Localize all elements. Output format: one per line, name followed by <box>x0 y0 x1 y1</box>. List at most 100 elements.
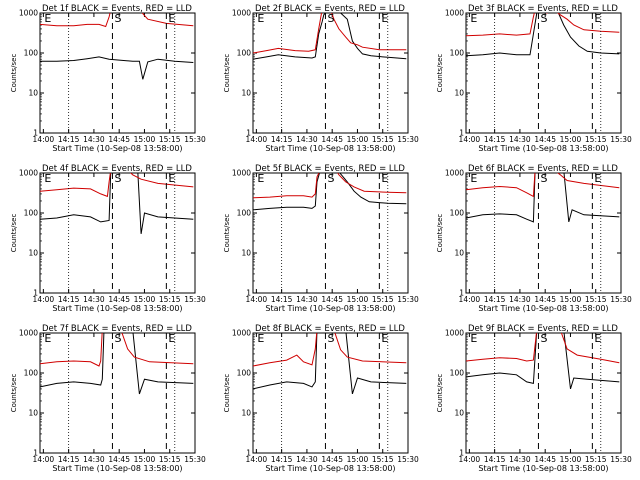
series-group <box>466 13 620 57</box>
y-axis-label: Counts/sec <box>223 374 231 413</box>
x-tick-label: 14:15 <box>58 455 80 464</box>
interval-marker-label: E <box>470 332 477 345</box>
series-group <box>466 333 620 390</box>
y-tick-label: 100 <box>237 369 252 378</box>
x-tick-label: 14:45 <box>534 455 556 464</box>
series-events-line <box>40 333 194 395</box>
interval-marker-label: S <box>540 332 547 345</box>
x-tick-label: 15:30 <box>397 455 419 464</box>
interval-marker-label: E <box>381 12 388 25</box>
x-tick-label: 14:45 <box>534 295 556 304</box>
x-axis-label: Start Time (10-Sep-08 13:58:00) <box>478 304 608 313</box>
interval-marker-label: S <box>114 172 121 185</box>
x-tick-label: 14:30 <box>509 295 531 304</box>
x-tick-label: 15:15 <box>159 295 181 304</box>
y-tick-label: 1000 <box>232 169 251 178</box>
y-tick-label: 1000 <box>445 169 464 178</box>
series-lld-line <box>40 13 194 28</box>
x-tick-label: 14:30 <box>83 295 105 304</box>
series-lld-line <box>466 333 620 364</box>
x-tick-label: 14:30 <box>83 455 105 464</box>
x-axis-label: Start Time (10-Sep-08 13:58:00) <box>478 144 608 153</box>
y-axis-label: Counts/sec <box>436 374 444 413</box>
x-tick-label: 14:00 <box>33 295 55 304</box>
series-group <box>40 333 194 395</box>
y-tick-label: 100 <box>450 209 465 218</box>
x-tick-label: 15:15 <box>585 295 607 304</box>
x-axis-label: Start Time (10-Sep-08 13:58:00) <box>265 304 395 313</box>
x-tick-label: 14:45 <box>108 455 130 464</box>
x-tick-label: 14:15 <box>484 135 506 144</box>
interval-marker-label: E <box>257 172 264 185</box>
y-tick-label: 100 <box>237 49 252 58</box>
detector-panel-8: Det 8f BLACK = Events, RED = LLD 1 10 100 10… <box>223 324 419 473</box>
x-tick-label: 14:45 <box>534 135 556 144</box>
y-tick-label: 1000 <box>19 9 38 18</box>
x-axis-label: Start Time (10-Sep-08 13:58:00) <box>265 144 395 153</box>
x-tick-label: 15:30 <box>184 295 206 304</box>
series-group <box>40 13 194 80</box>
y-tick-label: 10 <box>454 249 464 258</box>
panel-title: Det 8f BLACK = Events, RED = LLD <box>255 324 405 334</box>
interval-marker-label: E <box>257 12 264 25</box>
interval-marker-label: E <box>594 12 601 25</box>
x-tick-label: 14:30 <box>296 135 318 144</box>
plot-frame <box>39 172 196 294</box>
interval-marker-label: S <box>327 12 334 25</box>
interval-marker-label: E <box>594 332 601 345</box>
y-tick-label: 10 <box>241 409 251 418</box>
x-axis-label: Start Time (10-Sep-08 13:58:00) <box>52 464 182 473</box>
interval-marker-label: E <box>168 172 175 185</box>
detector-panel-1: Det 1f BLACK = Events, RED = LLD 1 10 100 10… <box>10 4 206 153</box>
detector-panel-5: Det 5f BLACK = Events, RED = LLD 1 10 100 10… <box>223 164 419 313</box>
x-tick-label: 14:45 <box>321 295 343 304</box>
x-tick-label: 15:30 <box>397 295 419 304</box>
plot-frame <box>465 332 622 454</box>
series-events-line <box>466 13 620 57</box>
interval-marker-label: E <box>470 172 477 185</box>
panel-title: Det 2f BLACK = Events, RED = LLD <box>255 4 405 14</box>
x-tick-label: 15:00 <box>560 295 582 304</box>
interval-marker-label: E <box>44 332 51 345</box>
y-tick-label: 1 <box>33 289 38 298</box>
x-tick-label: 15:30 <box>610 135 632 144</box>
panel-title: Det 6f BLACK = Events, RED = LLD <box>468 164 618 174</box>
plot-frame <box>252 172 409 294</box>
series-events-line <box>466 333 620 390</box>
y-axis-label: Counts/sec <box>223 214 231 253</box>
plot-frame <box>465 12 622 134</box>
y-tick-label: 1 <box>459 289 464 298</box>
panel-title: Det 4f BLACK = Events, RED = LLD <box>42 164 192 174</box>
plot-frame <box>465 172 622 294</box>
series-lld-line <box>40 173 194 198</box>
x-tick-label: 15:15 <box>372 455 394 464</box>
series-lld-line <box>40 333 194 367</box>
x-tick-label: 14:15 <box>58 135 80 144</box>
series-events-line <box>40 56 194 80</box>
x-tick-label: 14:00 <box>33 455 55 464</box>
x-axis-label: Start Time (10-Sep-08 13:58:00) <box>265 464 395 473</box>
x-tick-label: 14:15 <box>271 135 293 144</box>
y-axis-label: Counts/sec <box>10 54 18 93</box>
plot-frame <box>39 332 196 454</box>
series-events-line <box>253 333 407 395</box>
x-tick-label: 15:30 <box>184 455 206 464</box>
y-tick-label: 1 <box>459 129 464 138</box>
y-tick-label: 100 <box>24 209 39 218</box>
y-tick-label: 100 <box>450 369 465 378</box>
interval-marker-label: S <box>114 12 121 25</box>
x-tick-label: 14:00 <box>459 295 481 304</box>
y-tick-label: 10 <box>454 89 464 98</box>
plot-frame <box>39 12 196 134</box>
plot-frame <box>252 332 409 454</box>
series-events-line <box>253 173 407 211</box>
x-tick-label: 14:30 <box>509 455 531 464</box>
y-tick-label: 1000 <box>445 329 464 338</box>
interval-marker-label: S <box>114 332 121 345</box>
plot-frame <box>252 12 409 134</box>
y-tick-label: 100 <box>450 49 465 58</box>
x-tick-label: 14:00 <box>459 455 481 464</box>
detector-panel-2: Det 2f BLACK = Events, RED = LLD 1 10 100 10… <box>223 4 419 153</box>
x-tick-label: 15:30 <box>397 135 419 144</box>
x-tick-label: 15:00 <box>134 455 156 464</box>
